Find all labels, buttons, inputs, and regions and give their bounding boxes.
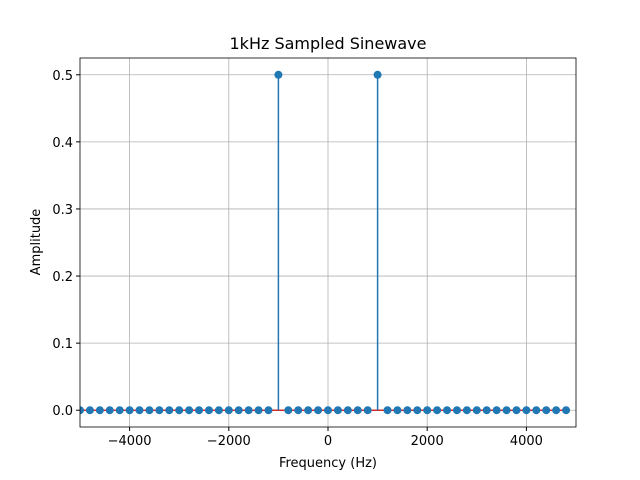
stem-marker <box>195 406 204 415</box>
stem-marker <box>274 70 283 79</box>
stem-marker <box>294 406 303 415</box>
stem-marker <box>314 406 323 415</box>
x-tick-label: −4000 <box>108 434 152 449</box>
x-tick-label: 2000 <box>411 434 444 449</box>
y-tick-label: 0.3 <box>52 203 73 218</box>
stem-marker <box>214 406 223 415</box>
y-tick-label: 0.5 <box>52 69 73 84</box>
stem-marker <box>234 406 243 415</box>
stem-marker <box>413 406 422 415</box>
stem-marker <box>443 406 452 415</box>
stem-marker <box>155 406 164 415</box>
x-axis-label: Frequency (Hz) <box>279 456 377 471</box>
y-axis-label: Amplitude <box>29 209 44 276</box>
stem-marker <box>512 406 521 415</box>
stem-marker <box>353 406 362 415</box>
stem-marker <box>363 406 372 415</box>
stem-marker <box>403 406 412 415</box>
y-tick-label: 0.1 <box>52 337 73 352</box>
stem-marker <box>244 406 253 415</box>
stem-marker <box>373 70 382 79</box>
stem-marker <box>125 406 134 415</box>
y-tick-label: 0.0 <box>52 404 73 419</box>
chart-title: 1kHz Sampled Sinewave <box>230 34 427 53</box>
y-tick-label: 0.2 <box>52 270 73 285</box>
stem-marker <box>333 406 342 415</box>
stem-marker <box>482 406 491 415</box>
stem-marker <box>522 406 531 415</box>
plot-frame <box>79 57 577 428</box>
stem-marker <box>145 406 154 415</box>
stem-marker <box>502 406 511 415</box>
stem-marker <box>462 406 471 415</box>
stem-marker <box>423 406 432 415</box>
stem-marker <box>135 406 144 415</box>
x-tick-label: 4000 <box>510 434 543 449</box>
stem-marker <box>304 406 313 415</box>
stem-marker <box>393 406 402 415</box>
stem-marker <box>383 406 392 415</box>
stem-marker <box>343 406 352 415</box>
stem-marker <box>562 406 571 415</box>
stem-marker <box>95 406 104 415</box>
stem-marker <box>254 406 263 415</box>
stem-marker <box>175 406 184 415</box>
stem-marker <box>224 406 233 415</box>
stem-marker <box>472 406 481 415</box>
stem-marker <box>204 406 213 415</box>
stem-marker <box>552 406 561 415</box>
stem-marker <box>115 406 124 415</box>
stem-marker <box>264 406 273 415</box>
stem-marker <box>542 406 551 415</box>
stem-marker <box>324 406 332 415</box>
stem-marker <box>85 406 94 415</box>
stem-marker <box>165 406 174 415</box>
stem-marker <box>532 406 541 415</box>
stem-marker <box>80 406 84 415</box>
stem-marker <box>185 406 194 415</box>
y-tick-label: 0.4 <box>52 136 73 151</box>
stem-marker <box>284 406 293 415</box>
x-tick-label: 0 <box>324 434 332 449</box>
stem-marker <box>433 406 442 415</box>
stem-marker <box>105 406 114 415</box>
x-tick-label: −2000 <box>207 434 251 449</box>
stem-marker <box>492 406 501 415</box>
stem-marker <box>452 406 461 415</box>
